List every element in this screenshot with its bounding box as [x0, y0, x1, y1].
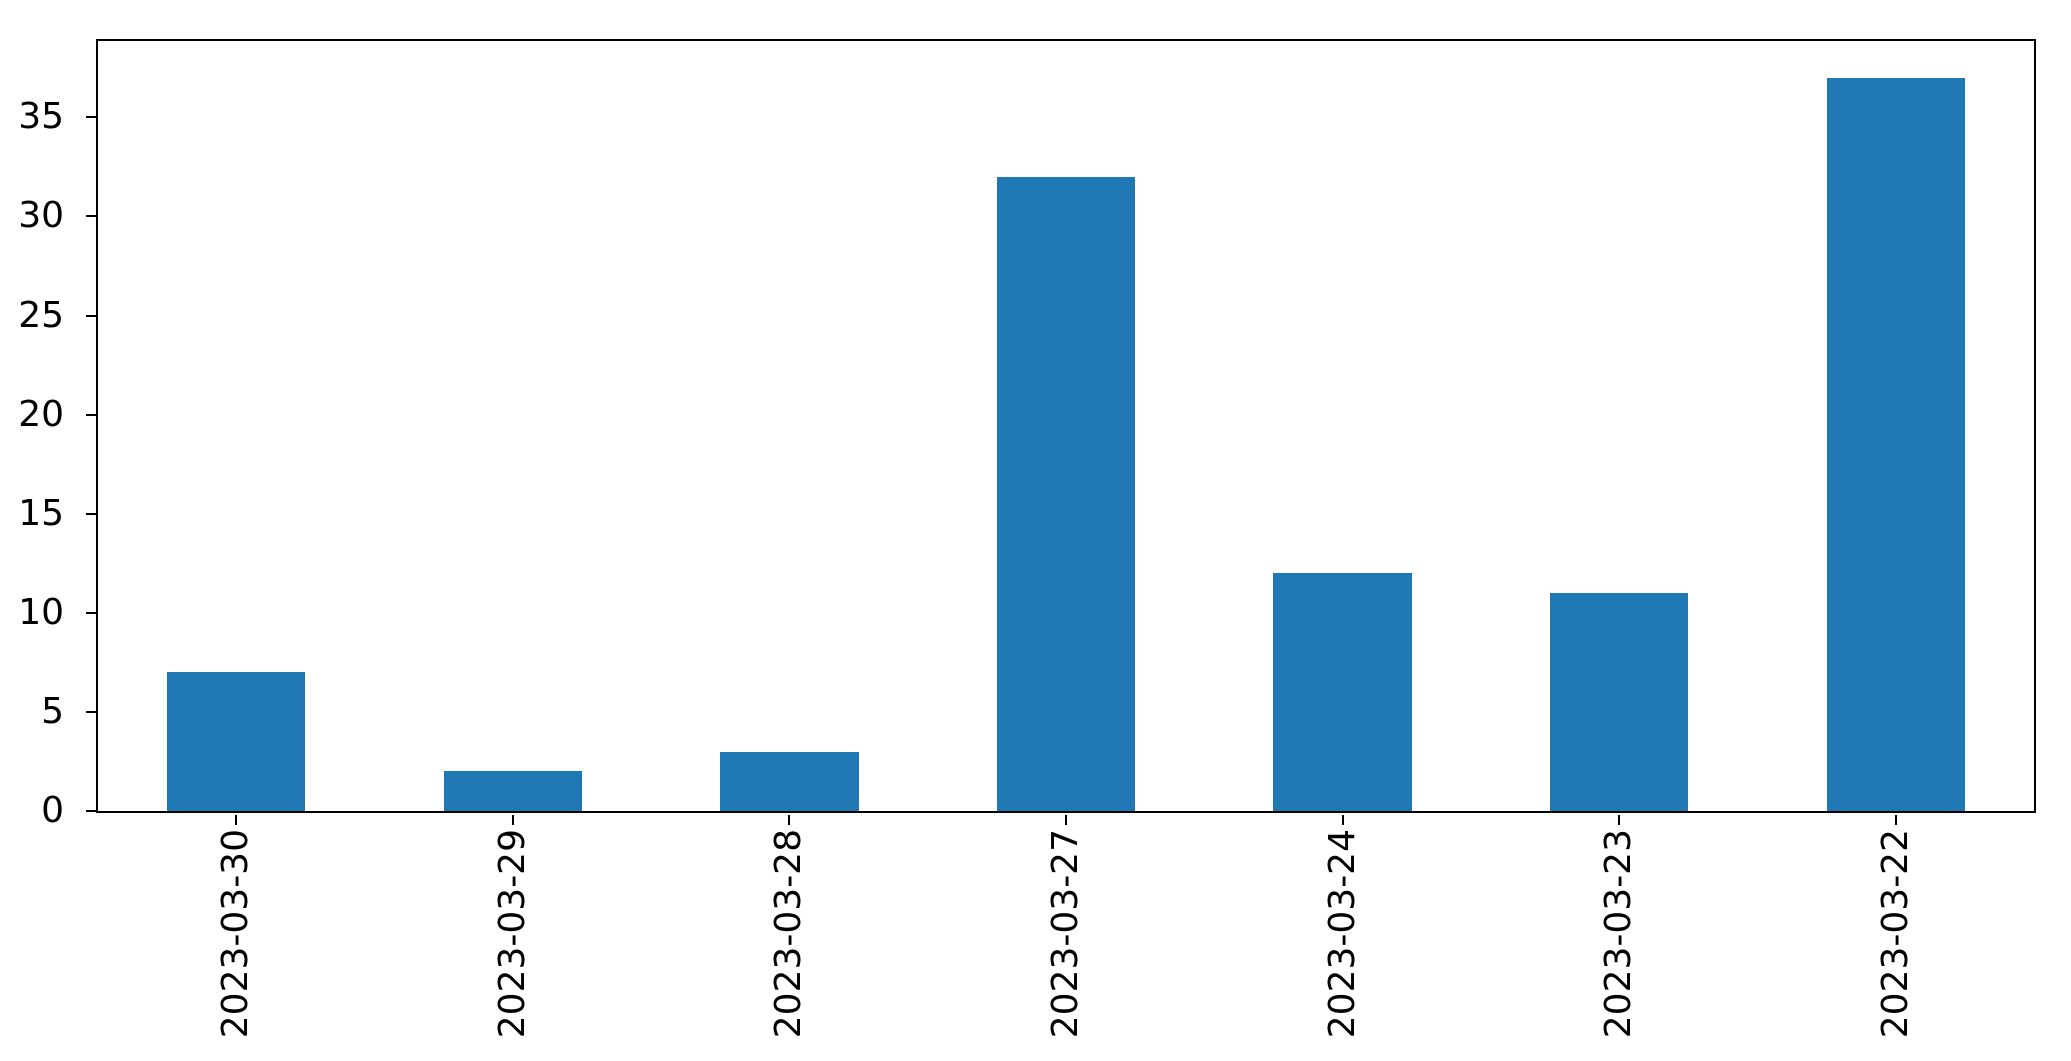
- plot-area: 0 5 10 15 20 25 30 35 2023-03-30 2023-03-29 2023-…: [18, 39, 2036, 1038]
- x-tick-label: 2023-03-28: [768, 829, 810, 1039]
- bar: [720, 751, 859, 811]
- y-tick-label: 0: [41, 790, 64, 831]
- y-tick-label: 10: [18, 591, 64, 633]
- bar: [1826, 77, 1965, 811]
- y-tick-mark: [86, 512, 96, 515]
- y-tick-label: 35: [18, 96, 64, 138]
- y-tick-mark: [86, 314, 96, 317]
- x-tick-mark: [788, 815, 791, 825]
- x-tick-label: 2023-03-24: [1321, 829, 1363, 1039]
- y-tick-mark: [86, 710, 96, 713]
- bar: [167, 672, 306, 811]
- y-tick-label: 25: [18, 294, 64, 336]
- y-tick-label: 30: [18, 195, 64, 237]
- x-tick-mark: [1065, 815, 1067, 825]
- x-tick-mark: [1894, 815, 1897, 825]
- y-tick-label: 20: [18, 393, 64, 435]
- x-tick-mark: [511, 815, 514, 825]
- x-tick-label: 2023-03-27: [1045, 829, 1087, 1039]
- x-tick-label: 2023-03-30: [215, 829, 257, 1039]
- y-tick-label: 15: [18, 492, 64, 534]
- x-tick-mark: [1618, 815, 1621, 825]
- y-tick-mark: [86, 810, 96, 812]
- bar: [443, 771, 582, 811]
- bar: [1550, 592, 1689, 811]
- y-tick-mark: [86, 413, 96, 416]
- y-tick-mark: [86, 611, 96, 614]
- bar: [996, 176, 1136, 811]
- bar: [1273, 573, 1412, 811]
- y-tick-mark: [86, 116, 96, 119]
- x-tick-label: 2023-03-22: [1874, 829, 1916, 1039]
- y-tick-label: 5: [41, 690, 64, 732]
- y-tick-mark: [86, 215, 96, 218]
- x-tick-mark: [1341, 815, 1344, 825]
- x-tick-label: 2023-03-23: [1598, 829, 1640, 1039]
- x-tick-mark: [235, 815, 238, 825]
- x-tick-label: 2023-03-29: [492, 829, 534, 1039]
